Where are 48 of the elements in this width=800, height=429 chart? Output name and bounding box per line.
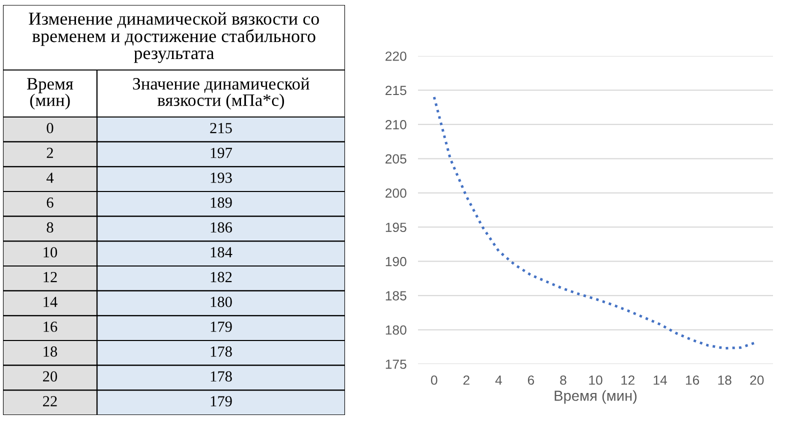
y-tick-label: 205 (386, 154, 406, 164)
y-tick-label: 4 (46, 172, 54, 183)
x-tick-label: 2 (463, 375, 470, 385)
x-axis-title: Время (мин) (554, 390, 637, 404)
x-tick-label: 0 (430, 375, 438, 385)
y-tick-label: 180 (386, 325, 406, 335)
x-tick-label: 8 (560, 375, 566, 385)
chart-title: Изменение динамической вязкости со временем и достижение стабильного результата (28, 12, 319, 63)
x-tick-label: 18 (718, 375, 732, 385)
data-label: 178 (210, 346, 232, 357)
x-tick-label: 10 (589, 375, 602, 385)
x-tick-label: 16 (686, 375, 700, 385)
data-label: 180 (210, 296, 232, 308)
data-label: 178 (210, 371, 232, 382)
x-tick-label: 6 (528, 375, 534, 385)
y-tick-label: 16 (44, 322, 58, 332)
y-tick-label: 215 (386, 86, 406, 96)
y-tick-label: 10 (44, 247, 58, 258)
y-tick-label: 195 (386, 222, 406, 232)
y-tick-label: 22 (43, 396, 57, 406)
y-tick-label: 200 (386, 188, 406, 198)
x-tick-label: 12 (621, 375, 634, 385)
x-tick-label: 4 (495, 376, 502, 385)
y-tick-label: 6 (46, 197, 54, 208)
y-tick-label: 220 (386, 52, 406, 61)
y-tick-label: 190 (386, 256, 406, 266)
data-label: 215 (210, 122, 232, 134)
data-label: 182 (210, 272, 232, 282)
data-label: 184 (210, 247, 232, 258)
x-tick-label: 20 (750, 375, 764, 385)
y-tick-label: 175 (386, 360, 406, 369)
data-label: 197 (210, 148, 232, 158)
y-tick-label: 210 (386, 120, 406, 130)
x-tick-label: Значение динамической вязкости (мПа*с) (133, 78, 310, 110)
x-tick-label: 14 (654, 376, 667, 385)
y-tick-label: 0 (46, 122, 54, 134)
data-label: 189 (210, 197, 232, 208)
y-axis-title: Время (мин) (27, 78, 74, 110)
y-tick-label: 8 (46, 222, 54, 233)
y-tick-label: 2 (46, 148, 53, 158)
data-label: 186 (210, 222, 232, 233)
y-tick-label: 14 (44, 296, 58, 307)
data-label: 193 (210, 172, 232, 183)
y-tick-label: 18 (44, 346, 58, 357)
data-label: 179 (210, 322, 232, 332)
data-label: 179 (210, 396, 232, 406)
y-tick-label: 12 (44, 272, 57, 282)
y-tick-label: 185 (386, 291, 406, 300)
